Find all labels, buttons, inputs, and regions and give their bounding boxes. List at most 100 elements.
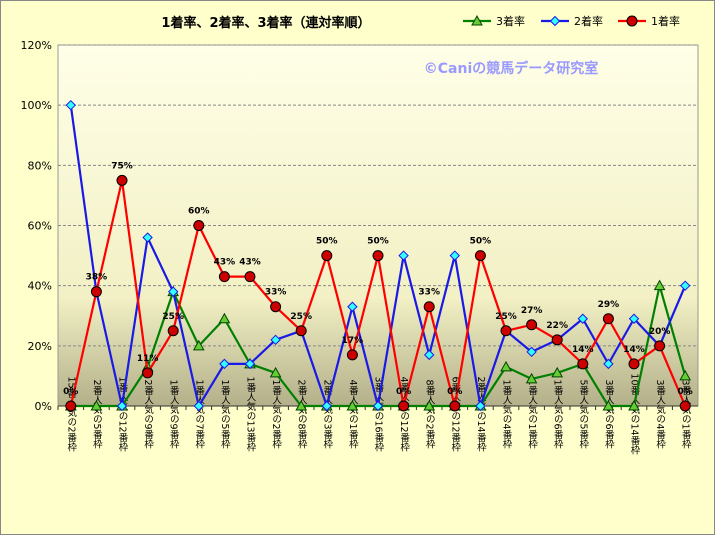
- point-2nd: [65, 99, 77, 111]
- x-tick-text: 10番人気の14番枠: [629, 373, 641, 455]
- x-tick-label: 15番人気の2番枠: [65, 376, 77, 452]
- x-tick-text: 1番人気の7番枠: [193, 379, 205, 449]
- x-tick-text: 5番人気の5番枠: [577, 379, 589, 449]
- x-tick-label: 3番人気の1番枠: [680, 379, 692, 449]
- legend: 3着率 2着率 1着率: [463, 14, 680, 28]
- point-1st: [167, 325, 179, 337]
- data-label: 22%: [546, 321, 568, 331]
- data-label: 25%: [162, 312, 184, 322]
- x-tick-text: 1番人気の4番枠: [501, 379, 513, 449]
- data-label: 50%: [470, 237, 492, 247]
- x-tick-text: 2番人気の8番枠: [296, 379, 308, 449]
- y-tick-label: 80%: [28, 159, 52, 172]
- watermark-text: ©Caniの競馬データ研究室: [424, 60, 599, 77]
- point-1st: [626, 15, 638, 27]
- point-1st: [526, 319, 538, 331]
- point-1st: [474, 250, 486, 262]
- point-1st: [346, 349, 358, 361]
- x-tick-label: 1番人気の6番枠: [552, 379, 564, 449]
- point-2nd: [449, 250, 461, 261]
- point-3rd: [653, 279, 666, 291]
- x-tick-label: 3番人気の6番枠: [603, 379, 615, 449]
- x-tick-text: 2番人気の3番枠: [321, 379, 333, 449]
- x-tick-label: 1番人気の13番枠: [245, 376, 257, 452]
- x-tick-label: 1番人気の4番枠: [501, 379, 513, 449]
- data-label: 38%: [86, 273, 108, 283]
- x-tick-label: 1番人気の2番枠: [270, 379, 282, 449]
- point-2nd: [603, 358, 614, 370]
- point-2nd: [167, 286, 179, 297]
- series-group: [64, 99, 692, 412]
- chart-title: 1着率、2着率、3着率（連対率順）: [161, 15, 370, 31]
- point-1st: [577, 358, 589, 370]
- data-label: 17%: [342, 336, 364, 346]
- data-label: 50%: [367, 237, 389, 247]
- x-tick-label: 2番人気の9番枠: [142, 379, 154, 449]
- data-label: 25%: [495, 312, 517, 322]
- data-label: 50%: [316, 237, 338, 247]
- point-1st: [90, 286, 102, 298]
- x-tick-label: 3番人気の16番枠: [373, 376, 385, 452]
- y-axis: 0% 20% 40% 60% 80% 100% 120%: [21, 39, 698, 413]
- point-1st: [679, 400, 691, 412]
- point-1st: [449, 400, 461, 412]
- point-2nd: [347, 301, 358, 312]
- x-tick-label: 8番人気の2番枠: [424, 379, 436, 449]
- point-1st: [116, 174, 128, 186]
- point-2nd: [423, 349, 435, 361]
- point-1st: [398, 400, 410, 412]
- data-label: 60%: [188, 207, 210, 217]
- x-tick-text: 1番人気の9番枠: [168, 379, 180, 449]
- x-tick-text: 3番人気の4番枠: [654, 379, 666, 449]
- data-label: 33%: [418, 288, 440, 298]
- point-1st: [65, 400, 77, 412]
- point-1st: [270, 301, 282, 313]
- x-tick-text: 8番人気の2番枠: [424, 379, 436, 449]
- x-tick-text: 2番人気の5番枠: [91, 379, 103, 449]
- x-tick-label: 4番人気の1番枠: [347, 379, 359, 449]
- point-3rd: [471, 14, 483, 26]
- point-1st: [654, 340, 666, 352]
- point-3rd: [192, 339, 205, 351]
- point-1st: [423, 301, 435, 313]
- series-2nd: [65, 99, 691, 412]
- point-2nd: [193, 400, 205, 412]
- x-tick-label: 6番人気の12番枠: [449, 376, 461, 452]
- point-2nd: [142, 232, 153, 243]
- point-2nd: [244, 358, 256, 370]
- point-2nd: [398, 250, 409, 261]
- x-axis: 15番人気の2番枠 2番人気の5番枠 1番人気の12番枠 2番人気の9番枠 1番人気の9…: [57, 373, 692, 455]
- point-1st: [321, 250, 333, 262]
- x-tick-label: 1番人気の7番枠: [193, 379, 205, 449]
- point-3rd: [551, 366, 564, 378]
- point-2nd: [116, 400, 128, 412]
- legend-label: 2着率: [574, 14, 603, 28]
- data-label: 75%: [111, 161, 133, 171]
- data-label: 0%: [396, 387, 411, 397]
- point-3rd: [679, 369, 692, 381]
- point-1st: [628, 358, 640, 370]
- point-3rd: [218, 312, 231, 324]
- point-2nd: [628, 313, 640, 324]
- x-tick-text: 2番人気の9番枠: [142, 379, 154, 449]
- data-label: 0%: [63, 387, 78, 397]
- data-label: 14%: [572, 345, 594, 355]
- y-tick-label: 20%: [28, 340, 52, 353]
- x-tick-text: 1番人気の13番枠: [245, 376, 257, 452]
- point-2nd: [372, 400, 384, 412]
- x-tick-label: 2番人気の3番枠: [321, 379, 333, 449]
- x-tick-text: 1番人気の12番枠: [117, 376, 129, 452]
- point-1st: [500, 325, 512, 337]
- data-label: 14%: [623, 345, 645, 355]
- point-1st: [218, 271, 230, 283]
- point-3rd: [269, 366, 282, 378]
- legend-entry: 2着率: [541, 14, 603, 28]
- x-tick-text: 3番人気の1番枠: [680, 379, 692, 449]
- point-3rd: [423, 399, 436, 411]
- point-3rd: [628, 399, 640, 411]
- legend-entry: 1着率: [618, 14, 680, 28]
- x-tick-label: 4番人気の12番枠: [398, 376, 410, 452]
- x-tick-text: 6番人気の12番枠: [449, 376, 461, 452]
